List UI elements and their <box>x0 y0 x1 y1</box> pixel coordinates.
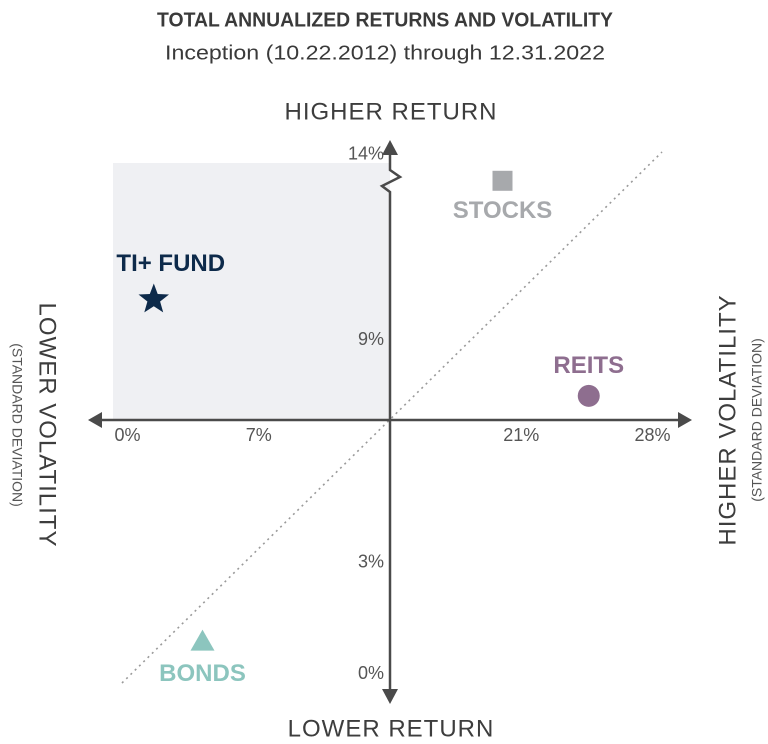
y-label-top: HIGHER RETURN <box>284 98 497 125</box>
point <box>577 384 600 407</box>
point-label: TI+ FUND <box>116 250 225 277</box>
y-tick-label: 0% <box>358 663 384 683</box>
point <box>190 629 215 651</box>
arrow-left <box>88 412 102 428</box>
y-tick-label: 14% <box>348 144 384 164</box>
point-label: STOCKS <box>453 197 553 224</box>
x-tick-label: 28% <box>634 425 670 445</box>
x-label-left: LOWER VOLATILITY <box>34 303 61 548</box>
x-label-left-sub: (STANDARD DEVIATION) <box>9 343 25 507</box>
x-tick-label: 7% <box>246 425 272 445</box>
point-label: BONDS <box>159 660 246 687</box>
x-label-right: HIGHER VOLATILITY <box>714 294 741 545</box>
y-label-bottom: LOWER RETURN <box>288 715 495 742</box>
point <box>138 283 169 313</box>
x-tick-label: 0% <box>114 425 140 445</box>
point <box>492 170 513 191</box>
point-label: REITS <box>553 352 624 379</box>
x-label-right-sub: (STANDARD DEVIATION) <box>749 338 765 502</box>
chart-subtitle: Inception (10.22.2012) through 12.31.202… <box>165 42 605 64</box>
y-tick-label: 3% <box>358 552 384 572</box>
chart-title: TOTAL ANNUALIZED RETURNS AND VOLATILITY <box>157 9 614 31</box>
y-axis <box>379 150 403 694</box>
diagonal <box>121 151 663 684</box>
arrow-down <box>382 689 398 704</box>
quadrant-shade <box>113 163 390 420</box>
arrow-right <box>678 412 692 428</box>
arrow-up <box>382 140 398 155</box>
y-tick-label: 9% <box>358 329 384 349</box>
x-tick-label: 21% <box>503 425 539 445</box>
